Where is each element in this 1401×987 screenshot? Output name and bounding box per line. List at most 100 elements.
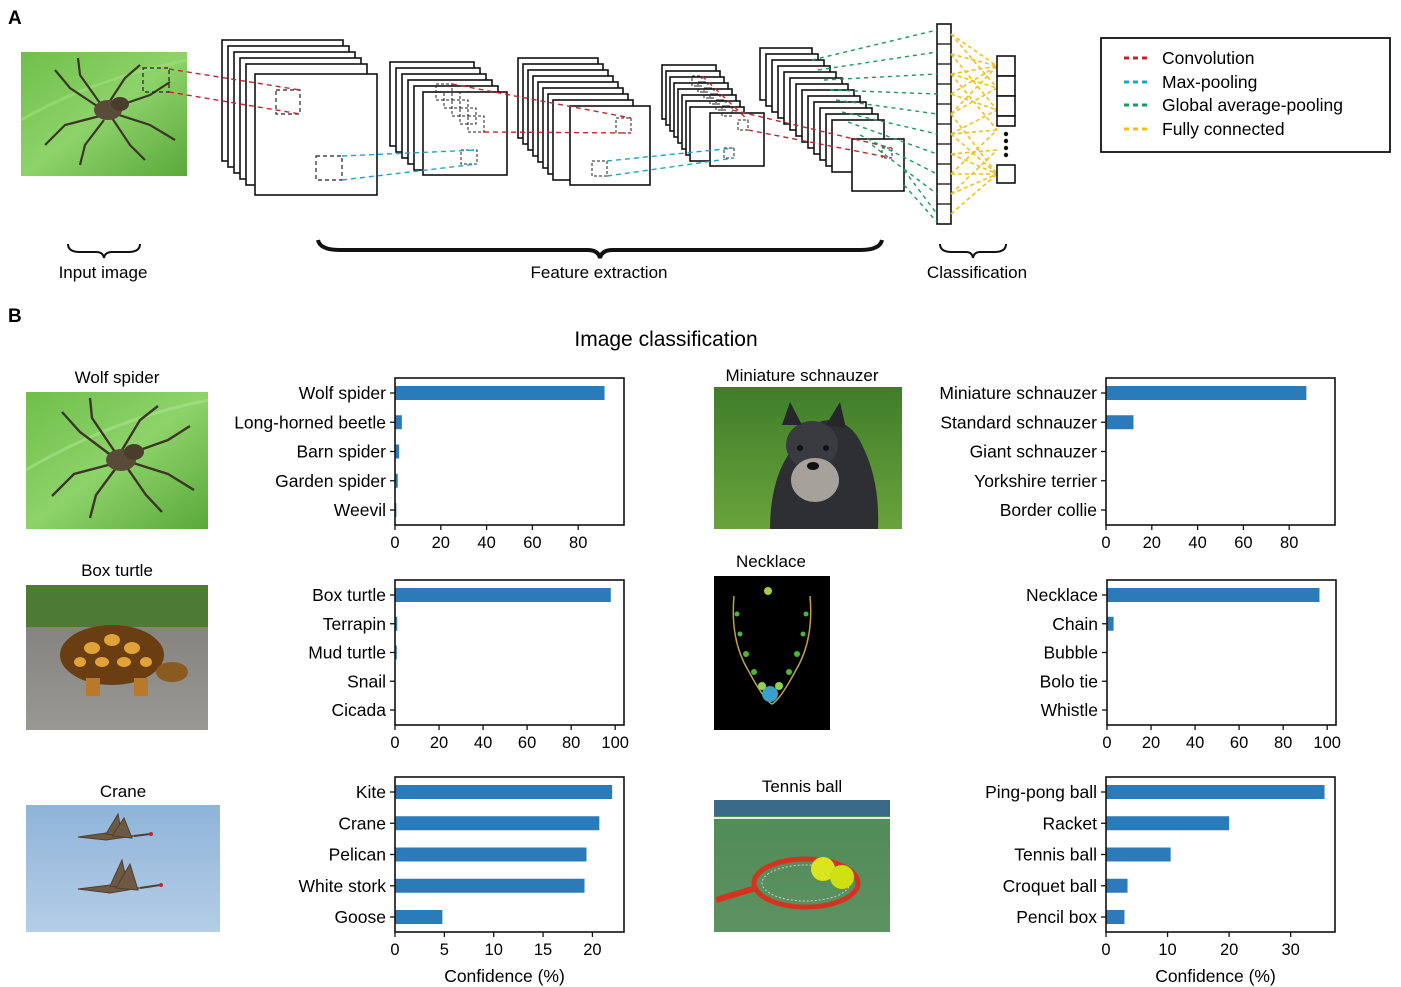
x-tick-label: 0 <box>390 941 399 959</box>
classification-brace <box>939 243 1007 259</box>
x-tick-label: 20 <box>430 734 448 752</box>
input-image-label: Input image <box>59 263 148 282</box>
feature-brace <box>316 239 884 259</box>
caption-crane: Crane <box>100 782 146 801</box>
category-label: Miniature schnauzer <box>939 383 1097 403</box>
chart-0: Wolf spider Long-horned beetle Barn spider… <box>234 377 625 552</box>
category-label: Standard schnauzer <box>940 412 1097 432</box>
bar <box>395 444 400 459</box>
bar <box>395 473 398 488</box>
x-tick-label: 60 <box>523 534 541 552</box>
bar <box>1106 847 1171 862</box>
x-tick-label: 20 <box>1143 534 1161 552</box>
bar <box>395 415 402 430</box>
category-label: Tennis ball <box>1014 845 1097 865</box>
x-tick-label: 80 <box>1274 734 1292 752</box>
classification-label: Classification <box>927 263 1027 282</box>
x-tick-label: 15 <box>534 941 552 959</box>
legend-global-average-pooling: Global average-pooling <box>1162 95 1343 115</box>
bar <box>395 386 605 400</box>
caption-necklace: Necklace <box>736 552 806 571</box>
category-label: Border collie <box>1000 500 1097 520</box>
caption-tennis-ball: Tennis ball <box>762 777 842 796</box>
category-label: Garden spider <box>275 471 386 491</box>
legend-fully-connected: Fully connected <box>1162 119 1285 139</box>
axes-frame <box>394 579 625 726</box>
photo-miniature-schnauzer <box>714 387 902 529</box>
photo-box-turtle <box>26 585 208 730</box>
axes-frame <box>394 776 625 933</box>
input-spider-image <box>20 52 188 176</box>
chart-2: Box turtle Terrapin Mud turtle Snail Cicada0… <box>308 579 629 752</box>
bar-charts: Wolf spider Long-horned beetle Barn spider… <box>234 377 1341 986</box>
category-label: Giant schnauzer <box>970 442 1098 462</box>
legend-convolution: Convolution <box>1162 48 1254 68</box>
bar <box>395 645 397 660</box>
category-label: Barn spider <box>297 442 387 462</box>
x-tick-label: 20 <box>583 941 601 959</box>
caption-wolf-spider: Wolf spider <box>75 368 160 387</box>
category-label: White stork <box>298 876 386 896</box>
category-label: Bubble <box>1044 643 1099 663</box>
category-label: Terrapin <box>323 614 386 634</box>
fully-connected-links <box>950 33 998 215</box>
category-label: Crane <box>338 813 386 833</box>
x-tick-label: 40 <box>474 734 492 752</box>
bar <box>1106 415 1134 430</box>
x-tick-label: 20 <box>1220 941 1238 959</box>
axes-frame <box>1105 776 1336 933</box>
bar <box>395 847 587 862</box>
bar <box>395 878 585 893</box>
category-label: Long-horned beetle <box>234 412 386 432</box>
caption-miniature-schnauzer: Miniature schnauzer <box>725 366 878 385</box>
x-tick-label: 0 <box>390 734 399 752</box>
x-tick-label: 80 <box>1280 534 1298 552</box>
bar <box>395 816 600 831</box>
x-tick-label: 5 <box>440 941 449 959</box>
max-pooling-links <box>341 147 735 181</box>
bar <box>1106 910 1125 924</box>
bar <box>395 910 443 924</box>
category-label: Weevil <box>334 500 386 520</box>
category-label: Mud turtle <box>308 643 386 663</box>
category-label: Bolo tie <box>1040 671 1098 691</box>
category-label: Kite <box>356 782 386 802</box>
bar <box>1107 616 1114 631</box>
x-axis-label: Confidence (%) <box>444 966 565 986</box>
category-label: Chain <box>1052 614 1098 634</box>
x-tick-label: 60 <box>518 734 536 752</box>
feature-stack-2 <box>389 61 508 176</box>
category-label: Box turtle <box>312 585 386 605</box>
ellipsis-dots <box>1003 131 1009 158</box>
legend-max-pooling: Max-pooling <box>1162 72 1257 92</box>
x-tick-label: 10 <box>485 941 503 959</box>
global-average-pooling-links <box>811 29 938 223</box>
category-label: Cicada <box>332 700 387 720</box>
axes-frame <box>1105 377 1336 526</box>
photo-crane <box>26 805 220 932</box>
x-tick-label: 20 <box>432 534 450 552</box>
x-tick-label: 30 <box>1281 941 1299 959</box>
x-tick-label: 100 <box>601 734 629 752</box>
category-label: Pelican <box>329 845 386 865</box>
axes-frame <box>1106 579 1337 726</box>
category-label: Goose <box>334 907 386 927</box>
x-tick-label: 0 <box>1101 941 1110 959</box>
x-tick-label: 10 <box>1158 941 1176 959</box>
feature-stack-4 <box>661 64 765 167</box>
x-tick-label: 0 <box>1102 734 1111 752</box>
panel-b-title: Image classification <box>574 328 757 351</box>
x-tick-label: 40 <box>1188 534 1206 552</box>
x-tick-label: 40 <box>1186 734 1204 752</box>
bar <box>1107 588 1320 602</box>
category-label: Pencil box <box>1016 907 1097 927</box>
chart-1: Miniature schnauzer Standard schnauzer Gia… <box>939 377 1336 552</box>
category-label: Whistle <box>1041 700 1098 720</box>
category-label: Croquet ball <box>1003 876 1097 896</box>
bar <box>1106 878 1128 893</box>
bar <box>1106 785 1325 799</box>
caption-box-turtle: Box turtle <box>81 561 153 580</box>
